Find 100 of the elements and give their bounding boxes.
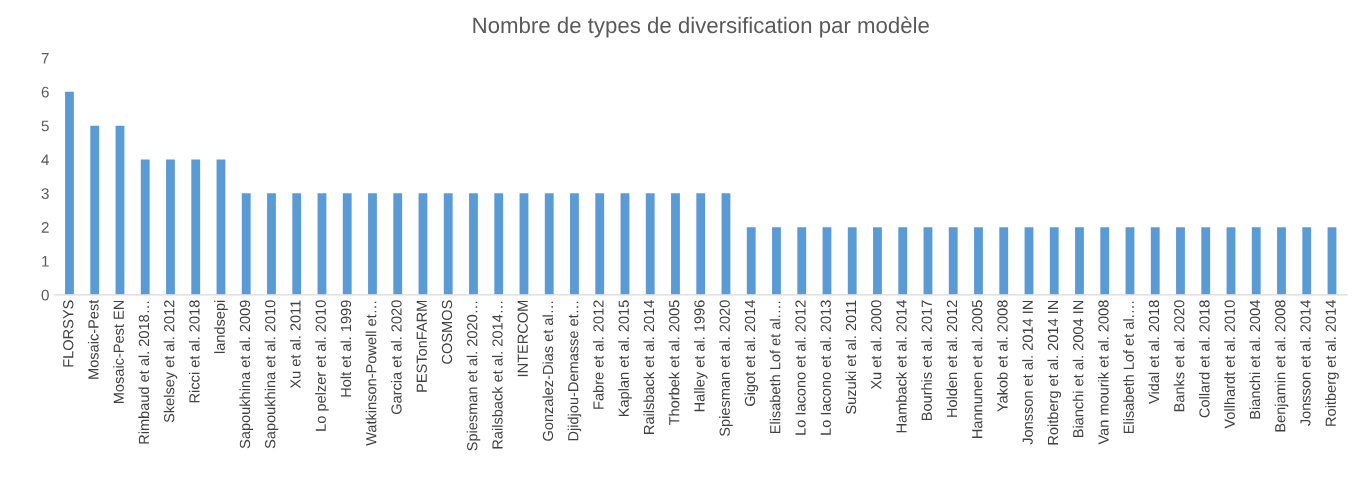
x-tick-label: Mosaic-Pest [87,299,99,379]
x-tick-label: Van mourik et al. 2008 [1097,300,1109,445]
bar [241,193,251,295]
x-tick-label: Thorbek et al. 2005 [668,300,680,426]
x-tick-label: Fabre et al. 2012 [592,300,604,409]
x-tick-label: Skelsey et al. 2012 [163,300,178,423]
x-tick-label: Gonzalez-Dias et al… [542,301,554,441]
x-tick-label: Sapoukhina et al. 2010 [264,300,279,449]
bar [570,193,579,295]
y-tick-label: 0 [41,289,49,301]
bar [166,159,175,295]
x-tick-label: Elisabeth Lof et al.… [1123,301,1134,434]
x-tick-label: Garcia et al. 2020 [390,300,402,415]
bar [544,193,554,295]
x-tick-label: Elisabeth Lof et al.… [769,301,781,434]
x-tick-label: Collard et al. 2018 [1198,300,1210,418]
x-tick-label: Kaplan et al. 2015 [618,300,632,417]
bar [746,227,756,295]
bar [216,159,226,295]
bar [696,193,706,295]
x-tick-label: COSMOS [441,300,453,364]
bar [1049,227,1059,295]
bar [115,125,125,295]
x-tick-label: Benjamin et al. 2008 [1274,300,1289,432]
bar [1100,227,1110,295]
x-tick-label: Banks et al. 2020 [1173,300,1185,412]
x-tick-label: Vollhardt et al. 2010 [1224,300,1235,429]
bar [948,227,958,295]
bar [1150,227,1160,295]
x-tick-label: Bianchi et al. 2004 [1249,300,1261,419]
bar [65,91,74,295]
bar [494,193,504,295]
x-tick-label: Suzuki et al. 2011 [845,300,857,414]
bar [519,193,529,295]
bar [873,227,882,295]
x-tick-label: Holt et al. 1999 [340,300,352,397]
bar [393,193,403,295]
bar [368,193,377,295]
y-tick-label: 6 [41,86,49,98]
x-tick-label: Xu et al. 2000 [870,300,882,390]
x-tick-label: Spiesman et al. 2020… [466,301,481,451]
x-tick-label: Halley et al. 1996 [693,300,708,412]
x-tick-label: Gigot et al. 2014 [744,300,759,406]
bar [721,193,731,295]
bar [620,193,630,295]
bar [797,227,807,295]
bar [923,227,933,295]
y-tick-label: 7 [41,52,49,64]
bar [443,193,453,295]
x-tick-label: Ricci et al. 2018 [188,300,200,403]
y-tick-label: 4 [41,154,50,166]
bar [1075,227,1084,295]
y-tick-label: 1 [42,256,49,267]
x-tick-label: Lo pelzer et al. 2010 [315,300,329,431]
x-tick-label: Jonsson et al. 2014 IN [1022,300,1033,445]
y-tick-label: 3 [41,188,49,200]
bar [292,193,302,295]
x-tick-label: Mosaic-Pest EN [113,300,124,404]
bar [1024,227,1034,295]
chart-title: Nombre de types de diversification par modèle [473,16,929,38]
bar [847,227,857,295]
bar [469,193,478,295]
x-tick-label: Hannunen et al. 2005 [971,300,983,438]
bar [1251,227,1261,295]
bar [267,193,276,295]
bar [342,193,352,295]
x-tick-label: Xu et al. 2011 [289,300,301,389]
x-tick-label: landsepi [214,300,228,354]
x-tick-label: Bianchi et al. 2004 IN [1072,300,1084,438]
bar [317,193,327,295]
bar [1201,227,1211,295]
bar [822,227,832,295]
x-tick-label: FLORSYS [63,300,74,367]
bar [1226,227,1236,295]
y-tick-label: 2 [41,222,49,233]
x-tick-label: Railsback et al. 2014 [643,300,655,434]
x-tick-label: Hamback et al. 2014 [895,300,907,433]
x-tick-label: Watkinson-Powell et… [365,301,377,446]
bar [191,159,201,295]
bar [645,193,655,295]
bar [595,193,605,295]
bar [140,159,150,295]
bar [1125,227,1135,295]
x-tick-label: Jonsson et al. 2014 [1299,300,1311,426]
x-tick-label: INTERCOM [517,300,528,377]
x-tick-label: Yakob et al. 2008 [996,300,1008,412]
x-tick-label: Roitberg et al. 2014 IN [1047,300,1062,445]
bar [974,227,983,295]
x-tick-label: Djidjou-Demasse et… [567,301,582,441]
bar [1327,227,1337,295]
x-tick-label: Holden et al. 2012 [946,300,958,417]
x-tick-label: Bourhis et al. 2017 [921,300,932,421]
bar [999,227,1009,295]
x-tick-label: Railsback et al. 2014… [491,301,503,449]
x-tick-label: PESTonFARM [416,300,427,392]
bar [1277,227,1286,295]
bar [1176,227,1185,295]
x-tick-label: Vidal et al. 2018 [1148,300,1160,404]
x-tick-label: Rimbaud et al. 2018… [138,301,150,444]
bar [90,125,100,295]
